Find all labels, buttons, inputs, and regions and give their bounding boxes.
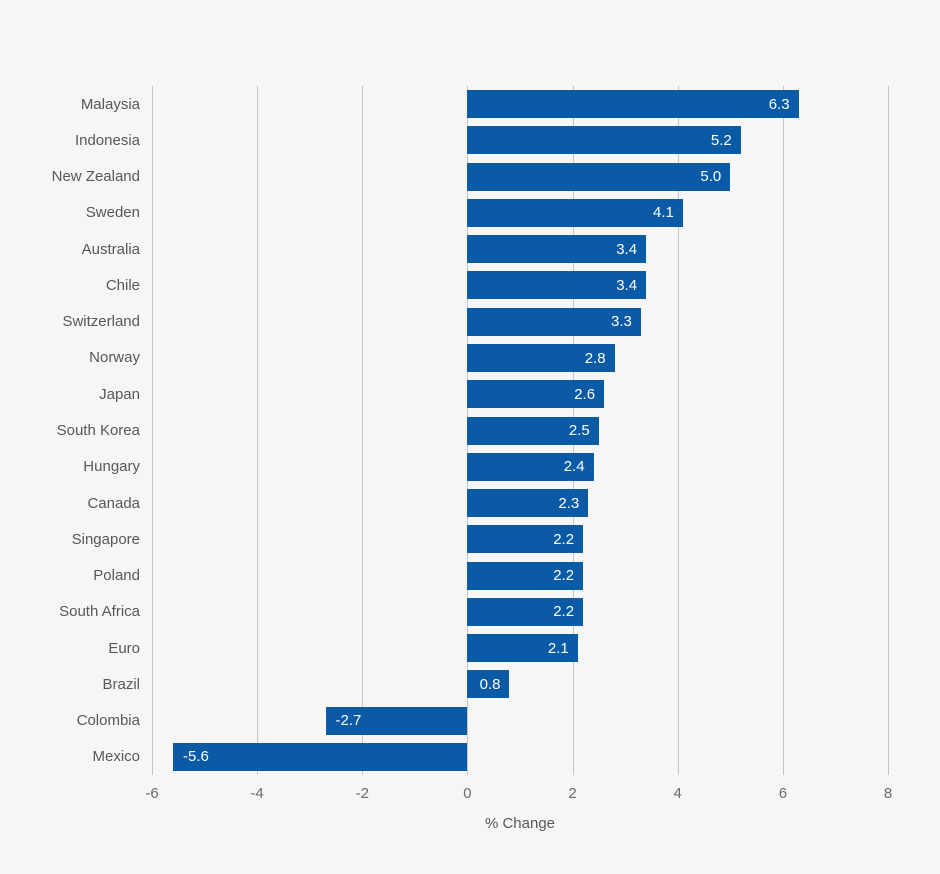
gridline bbox=[257, 86, 259, 775]
category-label: Switzerland bbox=[62, 313, 140, 331]
x-tick-label: 0 bbox=[463, 785, 472, 802]
category-label: Japan bbox=[99, 385, 140, 403]
bar-value-label: 2.6 bbox=[574, 385, 596, 403]
bar: -5.6 bbox=[173, 742, 468, 771]
category-label: Australia bbox=[81, 240, 140, 258]
bar: 3.3 bbox=[467, 307, 641, 336]
bar: 4.1 bbox=[467, 198, 683, 227]
bar-value-label: 5.2 bbox=[710, 131, 732, 149]
bar: 2.6 bbox=[467, 380, 605, 409]
category-label: Brazil bbox=[102, 675, 140, 693]
category-label: Hungary bbox=[83, 458, 140, 476]
bar: -2.7 bbox=[325, 706, 468, 735]
bar-value-label: 6.3 bbox=[768, 95, 790, 113]
bar: 2.2 bbox=[467, 525, 584, 554]
category-label: Colombia bbox=[76, 712, 140, 730]
bar-value-label: 2.4 bbox=[563, 458, 585, 476]
category-label: Singapore bbox=[71, 530, 140, 548]
x-tick-label: -4 bbox=[250, 785, 264, 802]
plot-area: 6.3 5.2 5.0 4.1 3.4 3.4 3.3 2.8 2.6 2.5 2.4 2.3 2.2 2… bbox=[152, 86, 889, 775]
category-label: Sweden bbox=[85, 204, 140, 222]
bar: 2.8 bbox=[467, 344, 615, 372]
x-tick-label: -2 bbox=[355, 785, 369, 802]
category-label: Malaysia bbox=[80, 95, 140, 113]
bar-value-label: 2.5 bbox=[568, 422, 590, 439]
x-tick-label: -6 bbox=[145, 785, 159, 802]
bar-value-label: 2.2 bbox=[553, 603, 575, 621]
category-label: South Korea bbox=[56, 422, 140, 440]
category-labels: Malaysia Indonesia New Zealand Sweden Austra… bbox=[0, 86, 140, 775]
category-label: New Zealand bbox=[51, 168, 140, 186]
x-tick-label: 2 bbox=[568, 785, 577, 802]
bar-value-label: 2.8 bbox=[584, 349, 606, 367]
bar-value-label: 2.2 bbox=[553, 567, 575, 585]
bar: 5.2 bbox=[467, 126, 741, 155]
bar-value-label: -5.6 bbox=[183, 748, 209, 766]
bar-value-label: 2.1 bbox=[547, 639, 569, 657]
bar: 5.0 bbox=[467, 162, 731, 191]
bar-value-label: 2.2 bbox=[553, 530, 575, 548]
x-axis-title: % Change bbox=[484, 815, 556, 832]
bar: 2.4 bbox=[467, 452, 594, 481]
bar-value-label: 0.8 bbox=[479, 675, 501, 693]
gridline bbox=[888, 86, 889, 775]
bar-value-label: 2.3 bbox=[558, 494, 580, 512]
bar-value-label: 3.3 bbox=[611, 313, 632, 331]
x-tick-label: 4 bbox=[673, 785, 682, 802]
bar: 6.3 bbox=[467, 90, 799, 119]
bar: 2.2 bbox=[467, 597, 584, 626]
x-tick-label: 8 bbox=[883, 785, 893, 802]
category-label: Norway bbox=[89, 349, 140, 367]
bar-value-label: 3.4 bbox=[616, 240, 638, 258]
category-label: Chile bbox=[105, 276, 140, 294]
gridline bbox=[362, 86, 364, 775]
bar: 2.5 bbox=[467, 416, 599, 445]
category-label: Poland bbox=[93, 567, 140, 585]
bar: 0.8 bbox=[467, 670, 510, 699]
bars: 6.3 5.2 5.0 4.1 3.4 3.4 3.3 2.8 2.6 2.5 2.4 2.3 2.2 2… bbox=[152, 86, 888, 775]
category-label: Canada bbox=[87, 494, 140, 512]
bar-value-label: 3.4 bbox=[616, 276, 638, 294]
category-label: South Africa bbox=[59, 603, 140, 621]
x-axis: -6 -4 -2 0 2 4 6 8 bbox=[145, 785, 892, 803]
category-label: Euro bbox=[108, 639, 140, 657]
bar: 2.2 bbox=[467, 561, 584, 590]
category-label: Mexico bbox=[92, 748, 140, 766]
bar-value-label: 4.1 bbox=[653, 204, 674, 222]
category-label: Indonesia bbox=[74, 131, 140, 149]
gridline bbox=[782, 86, 784, 775]
bar: 2.3 bbox=[467, 489, 589, 517]
bar-value-label: 5.0 bbox=[700, 168, 722, 186]
bar: 3.4 bbox=[467, 271, 647, 300]
bar: 3.4 bbox=[467, 235, 647, 264]
bar: 2.1 bbox=[467, 634, 578, 663]
gridline bbox=[677, 86, 679, 775]
bar-value-label: -2.7 bbox=[335, 712, 362, 730]
gridline bbox=[152, 86, 153, 775]
x-tick-label: 6 bbox=[778, 785, 788, 802]
